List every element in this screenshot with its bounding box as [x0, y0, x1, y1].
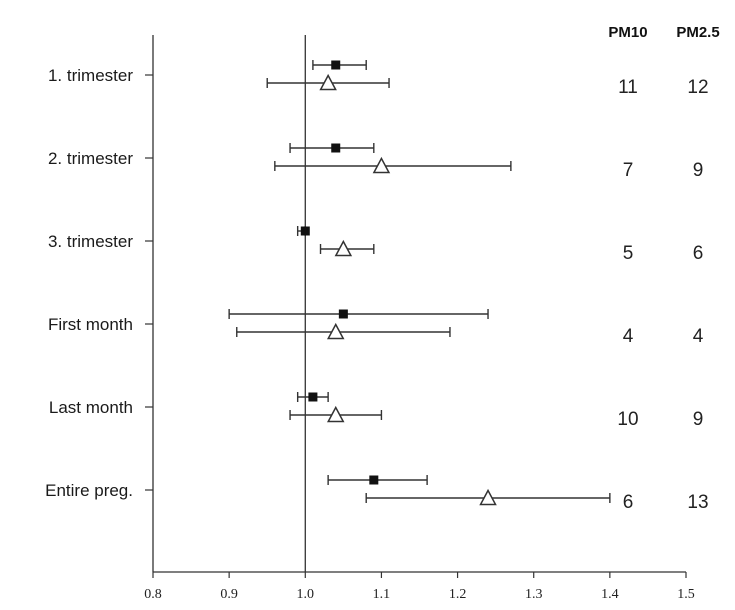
- count-value: 7: [623, 160, 634, 181]
- x-tick-label: 0.9: [220, 587, 238, 602]
- category-label: 2. trimester: [48, 149, 133, 168]
- count-value: 5: [623, 243, 634, 264]
- point-estimate-square: [369, 475, 379, 485]
- x-tick-label: 0.8: [144, 587, 162, 602]
- category-label: First month: [48, 315, 133, 334]
- count-columns: PM10 11 7 5 4 10 6 PM2.5 12 9 6 4 9 13: [608, 24, 719, 513]
- point-estimate-square: [331, 143, 341, 153]
- point-estimate-square: [300, 226, 310, 236]
- x-tick-label: 1.3: [525, 587, 543, 602]
- count-value: 4: [693, 326, 704, 347]
- count-value: 12: [687, 77, 708, 98]
- point-estimate-triangle: [479, 488, 497, 506]
- point-estimate-square: [308, 392, 318, 402]
- category-label: Entire preg.: [45, 481, 133, 500]
- x-tick-label: 1.2: [449, 587, 467, 602]
- point-estimate-triangle: [372, 156, 391, 174]
- count-value: 10: [617, 409, 638, 430]
- count-value: 9: [693, 409, 704, 430]
- count-value: 6: [623, 492, 634, 513]
- point-estimate-triangle: [334, 239, 353, 257]
- count-value: 11: [618, 77, 638, 98]
- x-tick-label: 1.5: [677, 587, 695, 602]
- x-axis-ticks: 0.8 0.9 1.0 1.1 1.2 1.3 1.4 1.5: [144, 572, 695, 602]
- category-label: 1. trimester: [48, 66, 133, 85]
- plot-axes: [152, 35, 686, 573]
- category-label: 3. trimester: [48, 232, 133, 251]
- x-tick-label: 1.4: [601, 587, 619, 602]
- count-column-header: PM10: [608, 24, 647, 41]
- point-estimate-square: [331, 60, 341, 70]
- point-estimate-triangle: [326, 322, 345, 340]
- x-tick-label: 1.0: [297, 587, 315, 602]
- count-column-header: PM2.5: [676, 24, 719, 41]
- point-estimate-square: [338, 309, 348, 319]
- count-value: 13: [687, 492, 708, 513]
- count-value: 9: [693, 160, 704, 181]
- count-value: 6: [693, 243, 704, 264]
- x-tick-label: 1.1: [373, 587, 391, 602]
- point-estimate-triangle: [326, 405, 345, 423]
- category-label: Last month: [49, 398, 133, 417]
- category-rows: 1. trimester 2. trimester 3. trimester Firs…: [45, 60, 611, 506]
- point-estimate-triangle: [319, 73, 337, 91]
- count-value: 4: [623, 326, 634, 347]
